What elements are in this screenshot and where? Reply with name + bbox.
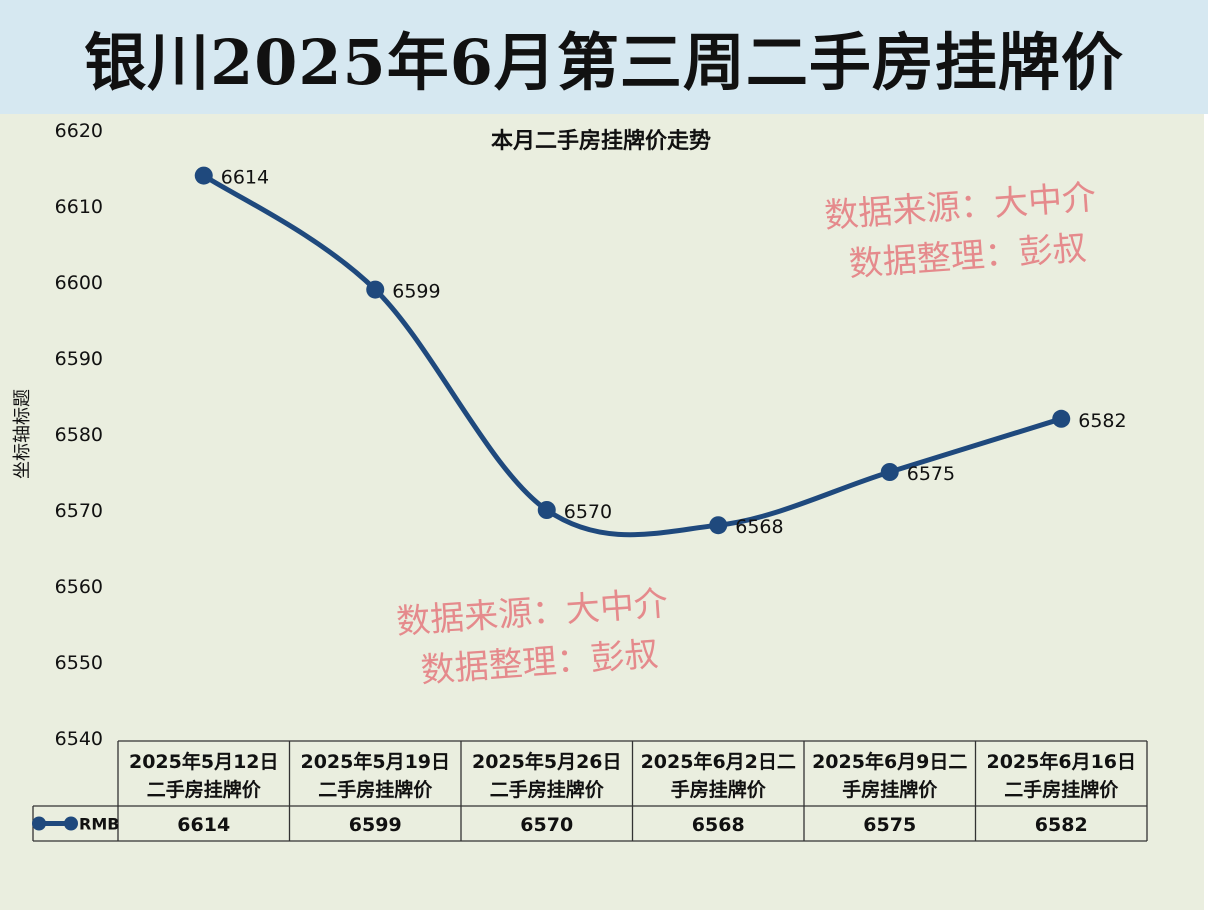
data-label: 6582 bbox=[1078, 410, 1126, 432]
title-banner: 银川2025年6月第三周二手房挂牌价 bbox=[0, 0, 1208, 114]
watermark-top-line1: 数据来源：大中介 bbox=[823, 177, 1097, 236]
y-tick-label: 6590 bbox=[55, 348, 103, 370]
data-labels: 6614 6599 6570 6568 6575 6582 bbox=[221, 167, 1127, 539]
category-label: 2025年6月9日二 bbox=[812, 750, 967, 773]
category-label: 手房挂牌价 bbox=[842, 778, 938, 801]
y-tick-label: 6550 bbox=[55, 652, 103, 674]
table-value: 6568 bbox=[692, 814, 745, 836]
table-value: 6582 bbox=[1035, 814, 1088, 836]
data-point bbox=[709, 516, 728, 535]
data-point bbox=[194, 166, 213, 185]
table-value: 6575 bbox=[863, 814, 916, 836]
y-tick-label: 6580 bbox=[55, 424, 103, 446]
category-label: 二手房挂牌价 bbox=[147, 778, 262, 801]
data-label: 6599 bbox=[392, 281, 440, 303]
category-label: 2025年6月2日二 bbox=[641, 750, 796, 773]
data-point bbox=[366, 280, 385, 299]
category-label: 二手房挂牌价 bbox=[490, 778, 605, 801]
category-label: 2025年5月12日 bbox=[129, 750, 279, 773]
watermark-top: 数据来源：大中介 数据整理：彭叔 bbox=[823, 177, 1097, 285]
chart-area bbox=[0, 114, 1208, 910]
y-tick-label: 6610 bbox=[55, 196, 103, 218]
data-table: 2025年5月12日二手房挂牌价66142025年5月19日二手房挂牌价6599… bbox=[32, 740, 1148, 842]
legend-series-name: RMB bbox=[79, 815, 119, 834]
data-point bbox=[880, 463, 899, 481]
y-tick-label: 6560 bbox=[55, 576, 103, 598]
banner-title: 银川2025年6月第三周二手房挂牌价 bbox=[84, 26, 1124, 99]
series-line bbox=[201, 173, 1064, 538]
data-label: 6614 bbox=[221, 167, 269, 189]
data-point bbox=[1052, 409, 1071, 428]
legend-key-marker bbox=[32, 816, 46, 831]
category-label: 二手房挂牌价 bbox=[318, 778, 433, 801]
watermark-bottom: 数据来源：大中介 数据整理：彭叔 bbox=[395, 584, 669, 691]
category-label: 手房挂牌价 bbox=[671, 778, 767, 801]
y-tick-label: 6570 bbox=[55, 500, 103, 522]
category-label: 2025年5月26日 bbox=[472, 750, 622, 773]
y-axis-ticks: 6620 6610 6600 6590 6580 6570 6560 6550 6540 bbox=[55, 120, 103, 750]
legend-key-marker bbox=[64, 816, 78, 831]
series-rmb bbox=[194, 166, 1071, 538]
data-label: 6575 bbox=[907, 463, 955, 485]
watermark-bottom-line1: 数据来源：大中介 bbox=[395, 584, 669, 643]
data-label: 6570 bbox=[564, 501, 612, 523]
data-point bbox=[537, 501, 556, 519]
category-label: 二手房挂牌价 bbox=[1004, 778, 1119, 801]
data-label: 6568 bbox=[735, 516, 783, 538]
table-value: 6614 bbox=[177, 814, 230, 836]
y-tick-label: 6540 bbox=[55, 728, 103, 750]
table-value: 6599 bbox=[349, 814, 402, 836]
y-tick-label: 6620 bbox=[55, 120, 103, 142]
y-tick-label: 6600 bbox=[55, 272, 103, 294]
watermark-top-line2: 数据整理：彭叔 bbox=[848, 228, 1088, 285]
category-label: 2025年6月16日 bbox=[986, 750, 1136, 773]
table-value: 6570 bbox=[520, 814, 573, 836]
category-label: 2025年5月19日 bbox=[300, 750, 450, 773]
y-axis-title: 坐标轴标题 bbox=[12, 389, 33, 479]
watermark-bottom-line2: 数据整理：彭叔 bbox=[419, 634, 659, 691]
chart-title: 本月二手房挂牌价走势 bbox=[491, 128, 711, 154]
